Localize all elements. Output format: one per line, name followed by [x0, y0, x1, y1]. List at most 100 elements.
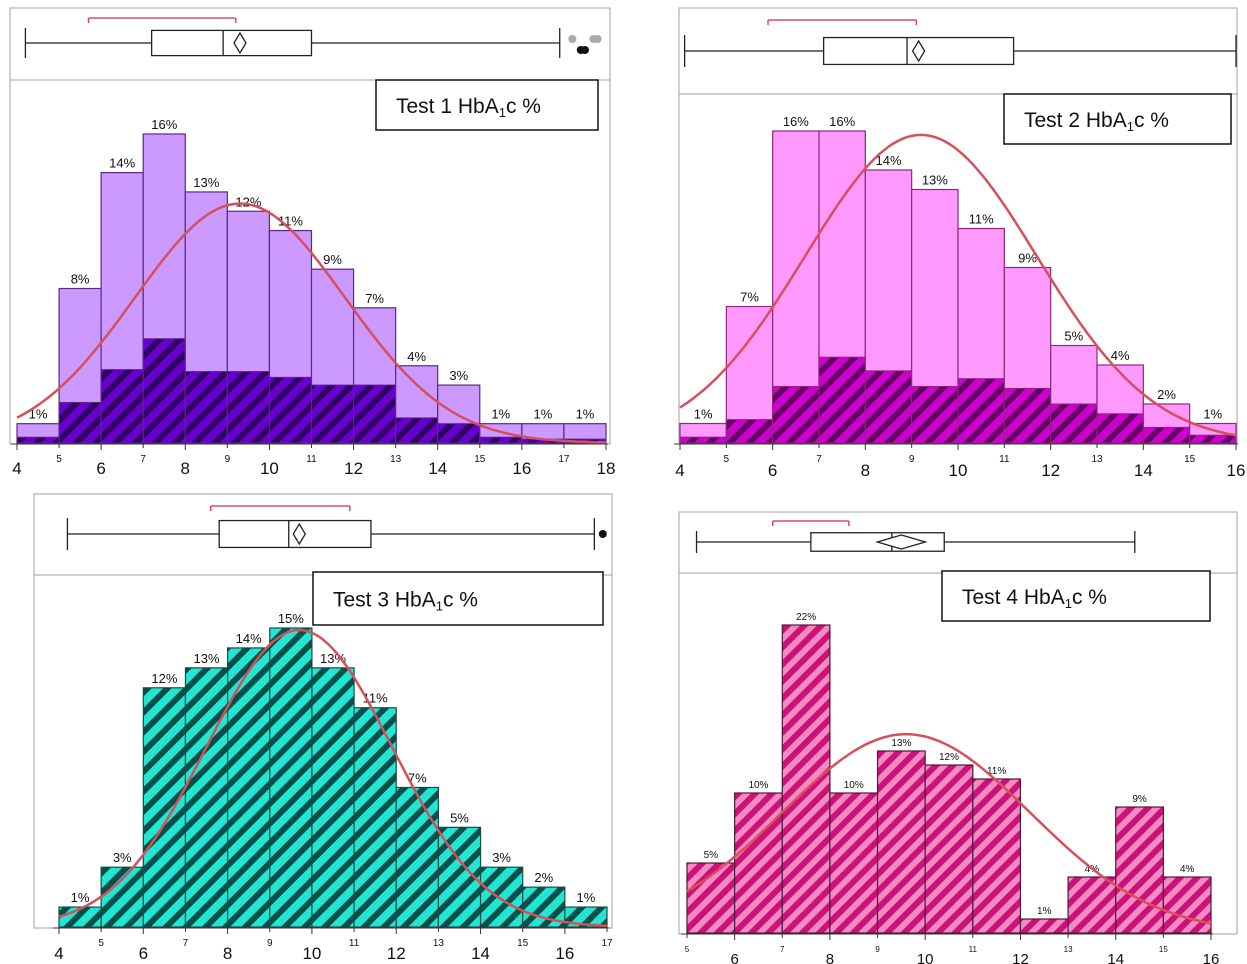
bar-percent-label: 1%: [694, 407, 713, 422]
histogram-bar-subgroup: [268, 376, 312, 444]
bar-percent-label: 1%: [533, 407, 552, 422]
x-tick-label: 8: [826, 951, 834, 964]
histogram-bar: [269, 627, 313, 928]
bar-percent-label: 4%: [1111, 348, 1130, 363]
histogram-bar-subgroup: [725, 419, 774, 444]
histogram-bar: [184, 667, 229, 928]
histogram-bar: [142, 687, 187, 928]
x-minor-tick-label: 9: [267, 938, 273, 949]
bar-percent-label: 9%: [1132, 794, 1147, 805]
bar-percent-label: 11%: [969, 212, 994, 227]
chart-title: Test 3 HbA1c %: [333, 589, 478, 614]
histogram-bar: [100, 866, 144, 928]
histogram-bar-subgroup: [1003, 387, 1052, 444]
bar-percent-label: 3%: [449, 368, 468, 383]
histogram-bar-subgroup: [1189, 434, 1237, 444]
bar-percent-label: 1%: [1203, 407, 1222, 422]
iqr-box: [150, 29, 313, 57]
histogram-bar: [781, 624, 831, 934]
histogram-bar: [564, 906, 608, 928]
histogram-bar-subgroup: [16, 436, 60, 444]
chart-title-box: [1003, 93, 1232, 145]
histogram-bar-subgroup: [911, 385, 959, 444]
x-tick-label: 16: [512, 459, 531, 478]
x-tick-label: 4: [675, 461, 684, 480]
x-minor-tick-label: 7: [183, 938, 189, 949]
histogram-bar: [353, 707, 397, 928]
bar-percent-label: 16%: [829, 114, 855, 129]
outlier-point: [589, 35, 598, 43]
bar-percent-label: 2%: [534, 870, 553, 885]
x-tick-label: 6: [730, 951, 738, 964]
bar-percent-label: 4%: [407, 349, 426, 364]
bar-percent-label: 13%: [891, 738, 911, 749]
histogram-bar-subgroup: [479, 436, 523, 444]
bar-percent-label: 15%: [278, 611, 304, 626]
x-minor-tick-label: 11: [306, 454, 317, 465]
histogram-bar-subgroup: [395, 417, 439, 444]
bar-percent-label: 11%: [987, 766, 1006, 777]
x-minor-tick-label: 9: [875, 945, 880, 954]
x-minor-tick-label: 15: [517, 938, 529, 949]
histogram-bar-subgroup: [184, 371, 228, 444]
x-tick-label: 16: [1203, 951, 1220, 964]
x-minor-tick-label: 7: [140, 454, 146, 465]
bar-percent-label: 5%: [1064, 329, 1083, 344]
histogram-bar-subgroup: [772, 385, 820, 444]
bar-percent-label: 5%: [704, 850, 719, 861]
bar-percent-label: 14%: [109, 156, 135, 171]
bar-percent-label: 1%: [491, 407, 510, 422]
x-tick-label: 6: [768, 461, 777, 480]
x-minor-tick-label: 11: [349, 938, 360, 949]
bar-percent-label: 13%: [194, 651, 220, 666]
histogram-bar-subgroup: [353, 384, 397, 444]
histogram-bar: [311, 667, 355, 928]
x-tick-label: 14: [428, 459, 447, 478]
x-minor-tick-label: 5: [724, 454, 730, 465]
chart-title: Test 1 HbA1c %: [396, 95, 541, 120]
histogram-bar-subgroup: [58, 401, 102, 444]
outlier-point: [598, 530, 607, 538]
bar-percent-label: 1%: [29, 407, 48, 422]
bar-percent-label: 4%: [1180, 864, 1195, 875]
x-tick-label: 10: [949, 461, 968, 480]
x-minor-tick-label: 5: [685, 945, 690, 954]
normal-density-curve: [679, 133, 1237, 437]
x-tick-label: 16: [1227, 461, 1246, 480]
x-minor-tick-label: 15: [1184, 454, 1196, 465]
x-minor-tick-label: 7: [816, 454, 822, 465]
x-tick-label: 12: [1012, 951, 1029, 964]
x-minor-tick-label: 15: [1159, 945, 1168, 954]
histogram-bar: [1115, 806, 1164, 934]
histogram-bar-subgroup: [1142, 426, 1191, 444]
histogram-bar: [924, 764, 974, 934]
histogram-bar-subgroup: [957, 378, 1005, 444]
bar-percent-label: 13%: [922, 173, 948, 188]
outlier-point: [576, 46, 585, 54]
normal-density-curve: [16, 202, 607, 444]
x-tick-label: 12: [1041, 461, 1060, 480]
histogram-bar-subgroup: [437, 423, 481, 444]
x-tick-label: 12: [344, 459, 363, 478]
histogram-bar: [876, 750, 926, 934]
histogram-bar: [395, 786, 439, 928]
bar-percent-label: 1%: [71, 890, 90, 905]
bar-percent-label: 13%: [193, 175, 219, 190]
chart-title-box: [312, 571, 604, 626]
histogram-panel-3: 1%3%12%13%14%15%13%11%7%5%3%2%1%4 6 8 10 12 1…: [33, 493, 613, 963]
histogram-bar-subgroup: [818, 356, 866, 444]
mean-diamond: [875, 534, 928, 550]
x-tick-label: 18: [597, 459, 616, 478]
histogram-panel-4: 5%10%22%10%13%12%11%1%4%9%4%6 8 10 12 14 165 7…: [678, 511, 1238, 964]
bar-percent-label: 7%: [365, 291, 384, 306]
mean-diamond: [292, 522, 307, 546]
bar-percent-label: 3%: [492, 850, 511, 865]
histogram-bar-subgroup: [311, 384, 355, 444]
histogram-bar: [1019, 918, 1069, 934]
x-minor-tick-label: 17: [601, 938, 613, 949]
bar-percent-label: 14%: [875, 153, 901, 168]
histogram-bar: [1067, 876, 1117, 934]
x-tick-label: 10: [302, 944, 321, 963]
bar-percent-label: 12%: [151, 671, 177, 686]
histogram-bar: [734, 792, 783, 934]
